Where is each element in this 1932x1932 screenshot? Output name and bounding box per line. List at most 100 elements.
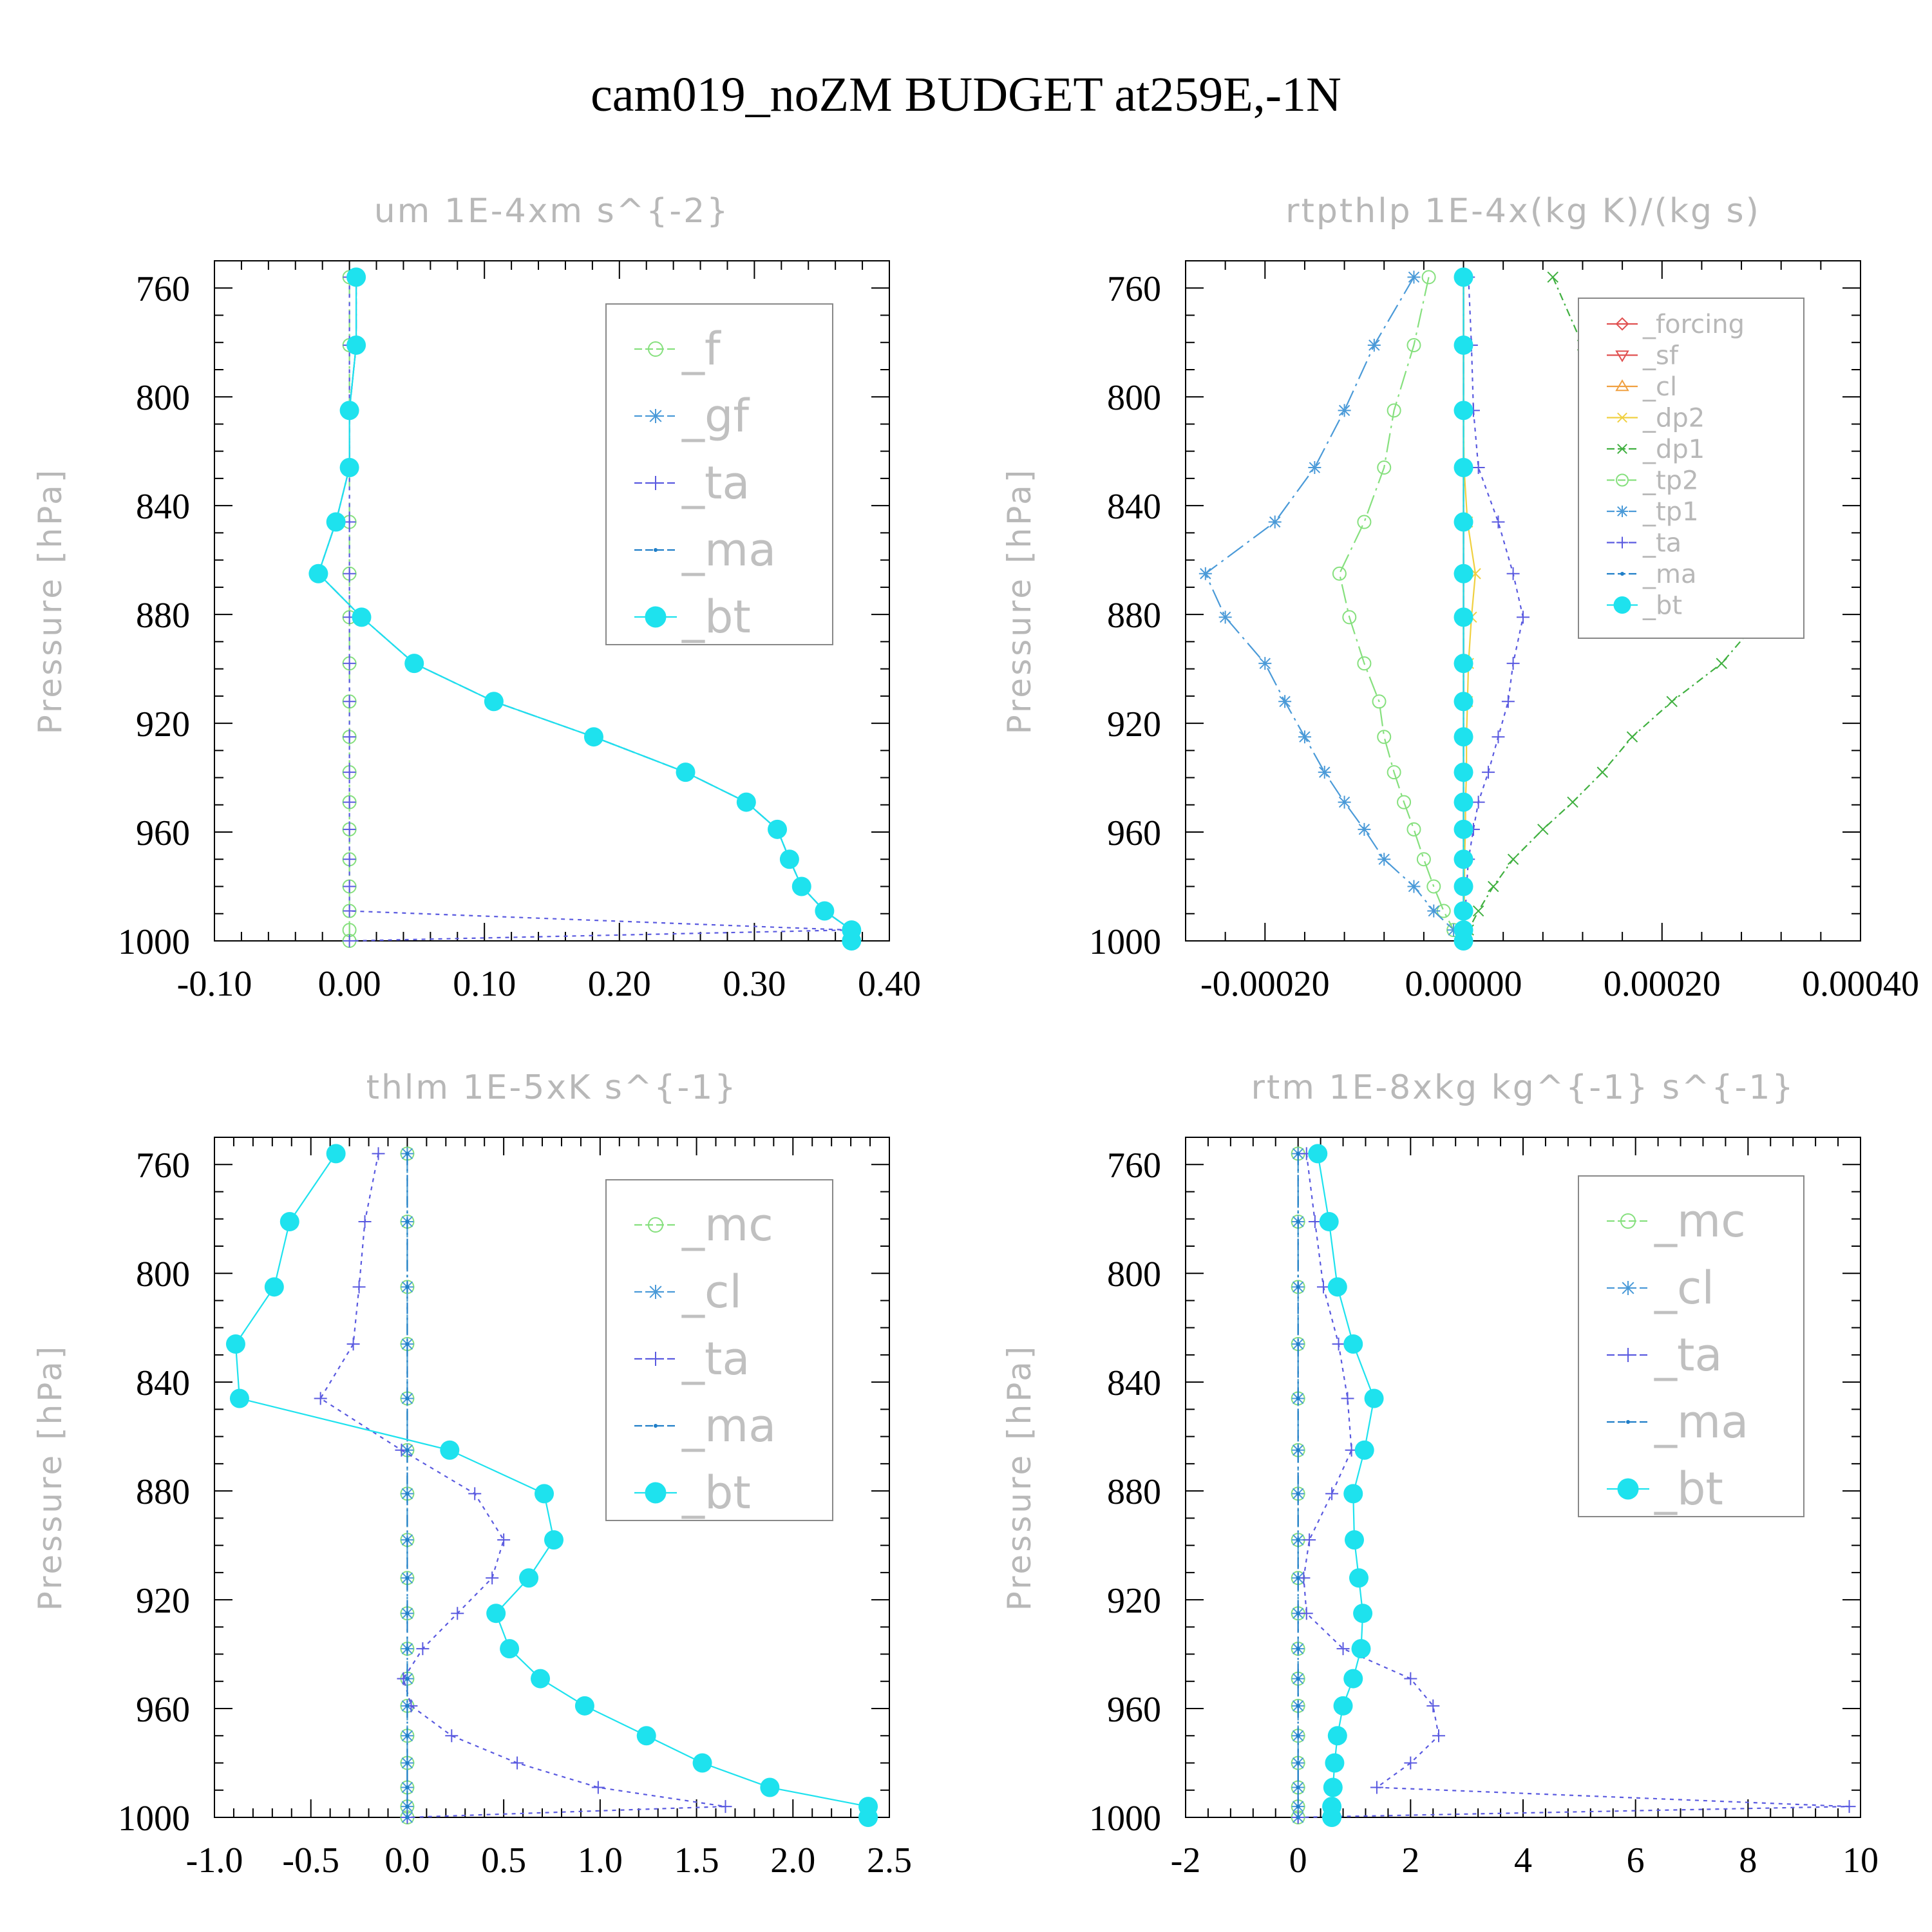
data-point bbox=[405, 1761, 410, 1765]
data-point bbox=[1377, 460, 1392, 475]
data-point bbox=[1296, 1285, 1300, 1289]
data-point bbox=[1507, 853, 1519, 865]
data-point bbox=[445, 1729, 459, 1743]
data-point bbox=[1454, 792, 1473, 812]
legend: _f _gf _ta _ma _bt bbox=[605, 303, 833, 645]
legend-box bbox=[605, 303, 833, 645]
series-line-bt bbox=[234, 1153, 869, 1817]
x-tick-label: 0.0 bbox=[384, 1841, 430, 1880]
data-point bbox=[591, 1781, 605, 1794]
data-point bbox=[1316, 1280, 1330, 1294]
legend-marker bbox=[1621, 1348, 1635, 1362]
data-point bbox=[1506, 657, 1520, 670]
y-tick-label: 840 bbox=[136, 487, 190, 527]
data-point bbox=[1501, 695, 1515, 708]
legend-marker bbox=[1615, 379, 1629, 392]
data-point bbox=[343, 853, 356, 866]
data-point bbox=[531, 1669, 551, 1689]
data-point bbox=[1308, 461, 1321, 475]
data-point bbox=[404, 654, 424, 674]
legend-label: _mc bbox=[1654, 1195, 1746, 1247]
data-point bbox=[1343, 1334, 1363, 1354]
legend-marker bbox=[645, 1482, 667, 1504]
y-tick-label: 1000 bbox=[118, 1799, 190, 1839]
data-point bbox=[1296, 1448, 1300, 1452]
data-point bbox=[1472, 461, 1485, 475]
data-point bbox=[1296, 1396, 1300, 1401]
data-point bbox=[1296, 1492, 1300, 1496]
data-point bbox=[768, 819, 788, 839]
data-point bbox=[1537, 824, 1549, 835]
legend-marker bbox=[654, 1424, 658, 1428]
series-line-ta bbox=[1298, 1153, 1850, 1819]
data-point bbox=[1323, 1777, 1343, 1797]
data-point bbox=[405, 1151, 410, 1156]
data-point bbox=[1407, 880, 1421, 893]
x-tick-label: 8 bbox=[1739, 1841, 1757, 1880]
x-tick-label: -1.0 bbox=[186, 1841, 243, 1880]
y-tick-label: 960 bbox=[136, 1690, 190, 1730]
x-tick-label: 0 bbox=[1289, 1841, 1307, 1880]
legend-label: _mc bbox=[681, 1198, 773, 1251]
data-point bbox=[1517, 611, 1530, 624]
legend-marker bbox=[1617, 444, 1627, 454]
data-point bbox=[1336, 1642, 1350, 1656]
data-point bbox=[1454, 901, 1473, 921]
data-point bbox=[1454, 762, 1473, 782]
legend-label: _ma bbox=[681, 1399, 776, 1452]
data-point bbox=[1296, 1734, 1300, 1738]
legend-label: _cl bbox=[1654, 1262, 1714, 1314]
y-tick-label: 920 bbox=[1107, 705, 1161, 744]
x-tick-label: 0.10 bbox=[453, 964, 516, 1004]
data-point bbox=[1454, 849, 1473, 869]
plot-frame bbox=[214, 1137, 890, 1818]
data-point bbox=[1296, 1576, 1300, 1580]
data-point bbox=[1454, 819, 1473, 839]
data-point bbox=[1454, 931, 1473, 951]
y-tick-label: 800 bbox=[1107, 378, 1161, 418]
y-axis-label: Pressure [hPa] bbox=[32, 1344, 69, 1611]
data-point bbox=[1454, 267, 1473, 287]
legend-marker bbox=[649, 409, 663, 423]
data-point bbox=[1387, 403, 1401, 418]
y-tick-label: 920 bbox=[136, 705, 190, 744]
series-group bbox=[1291, 1144, 1856, 1827]
data-point bbox=[574, 1696, 594, 1716]
data-point bbox=[1296, 1538, 1300, 1542]
data-point bbox=[279, 1211, 299, 1231]
y-axis-label: Pressure [hPa] bbox=[32, 468, 69, 735]
data-point bbox=[736, 792, 756, 812]
data-point bbox=[440, 1440, 460, 1460]
data-point bbox=[1338, 795, 1351, 809]
legend-marker bbox=[649, 476, 663, 490]
data-point bbox=[405, 1342, 410, 1347]
legend-label: _bt bbox=[681, 1466, 751, 1519]
data-point bbox=[1296, 1785, 1300, 1790]
data-point bbox=[405, 1815, 410, 1819]
data-point bbox=[511, 1756, 524, 1770]
data-point bbox=[339, 458, 359, 478]
legend-label: _cl bbox=[1642, 372, 1677, 402]
series-line-bt bbox=[1317, 1153, 1375, 1817]
data-point bbox=[535, 1484, 554, 1504]
y-tick-label: 760 bbox=[136, 1146, 190, 1186]
data-point bbox=[468, 1487, 482, 1501]
data-point bbox=[1327, 1726, 1347, 1746]
x-tick-label: 1.5 bbox=[674, 1841, 719, 1880]
data-point bbox=[858, 1808, 878, 1827]
data-point bbox=[1327, 1277, 1347, 1297]
data-point bbox=[1426, 879, 1441, 894]
y-tick-label: 840 bbox=[1107, 487, 1161, 527]
panel-title: um 1E-4xm s^{-2} bbox=[374, 192, 730, 231]
data-point bbox=[1716, 658, 1727, 669]
data-point bbox=[1404, 1672, 1417, 1685]
y-tick-label: 880 bbox=[1107, 596, 1161, 636]
legend: _mc _cl _ta _ma _bt bbox=[1578, 1175, 1804, 1517]
data-point bbox=[225, 1334, 245, 1354]
legend-label: _tp2 bbox=[1642, 466, 1699, 496]
series-line-tp2 bbox=[1338, 277, 1464, 942]
data-point bbox=[1426, 1699, 1440, 1712]
x-tick-label: 2.0 bbox=[770, 1841, 815, 1880]
figure-title: cam019_noZM BUDGET at259E,-1N bbox=[591, 68, 1341, 122]
y-tick-label: 1000 bbox=[1089, 922, 1161, 962]
